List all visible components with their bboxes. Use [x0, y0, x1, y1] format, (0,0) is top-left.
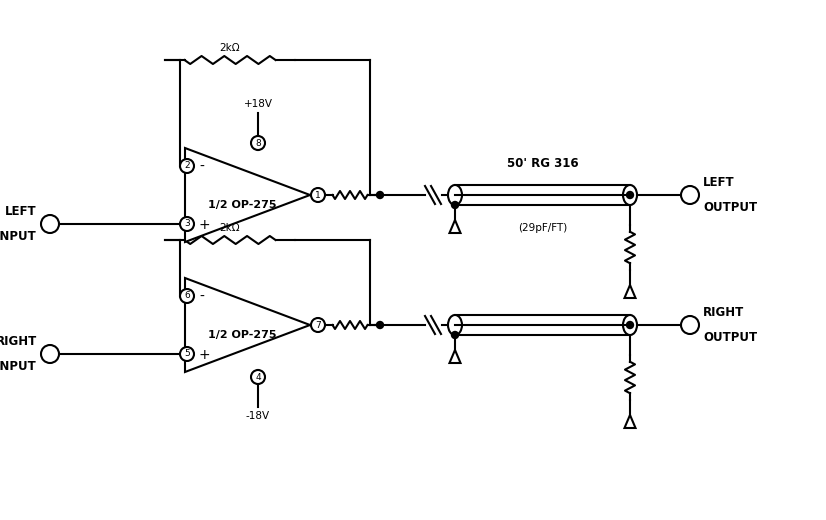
Text: INPUT: INPUT	[0, 360, 37, 373]
Text: 5: 5	[184, 349, 190, 358]
Circle shape	[41, 345, 59, 363]
Circle shape	[251, 136, 265, 150]
Text: OUTPUT: OUTPUT	[703, 201, 757, 214]
Polygon shape	[455, 315, 630, 335]
Circle shape	[377, 191, 383, 199]
Text: 1: 1	[316, 190, 320, 200]
Circle shape	[180, 289, 194, 303]
Text: 1/2 OP-275: 1/2 OP-275	[208, 330, 277, 340]
Text: 7: 7	[316, 320, 320, 330]
Text: LEFT: LEFT	[703, 176, 734, 189]
Polygon shape	[185, 278, 310, 372]
Circle shape	[626, 321, 634, 329]
Circle shape	[311, 318, 325, 332]
Text: -: -	[199, 290, 204, 304]
Circle shape	[41, 215, 59, 233]
Text: -: -	[199, 160, 204, 174]
Text: 1/2 OP-275: 1/2 OP-275	[208, 200, 277, 210]
Circle shape	[180, 347, 194, 361]
Circle shape	[251, 370, 265, 384]
Text: 3: 3	[184, 219, 190, 228]
Circle shape	[452, 332, 458, 339]
Text: +: +	[199, 348, 211, 362]
Circle shape	[180, 159, 194, 173]
Text: RIGHT: RIGHT	[703, 306, 744, 319]
Text: +18V: +18V	[244, 99, 273, 109]
Text: 2: 2	[184, 162, 190, 171]
Circle shape	[626, 191, 634, 199]
Circle shape	[311, 188, 325, 202]
Text: RIGHT: RIGHT	[0, 335, 37, 348]
Ellipse shape	[448, 185, 462, 205]
Text: INPUT: INPUT	[0, 230, 37, 243]
Polygon shape	[455, 185, 630, 205]
Circle shape	[681, 316, 699, 334]
Ellipse shape	[623, 315, 637, 335]
Ellipse shape	[448, 315, 462, 335]
Ellipse shape	[623, 185, 637, 205]
Text: +: +	[199, 218, 211, 232]
Circle shape	[180, 217, 194, 231]
Circle shape	[452, 201, 458, 209]
Text: 8: 8	[255, 138, 261, 148]
Circle shape	[377, 321, 383, 329]
Polygon shape	[185, 148, 310, 242]
Circle shape	[681, 186, 699, 204]
Text: 6: 6	[184, 292, 190, 301]
Text: 4: 4	[255, 372, 261, 382]
Text: LEFT: LEFT	[6, 205, 37, 218]
Text: -18V: -18V	[246, 411, 270, 421]
Text: (29pF/FT): (29pF/FT)	[518, 223, 567, 233]
Text: 2kΩ: 2kΩ	[220, 43, 240, 53]
Text: OUTPUT: OUTPUT	[703, 331, 757, 344]
Text: 50' RG 316: 50' RG 316	[506, 157, 578, 170]
Text: 2kΩ: 2kΩ	[220, 223, 240, 233]
